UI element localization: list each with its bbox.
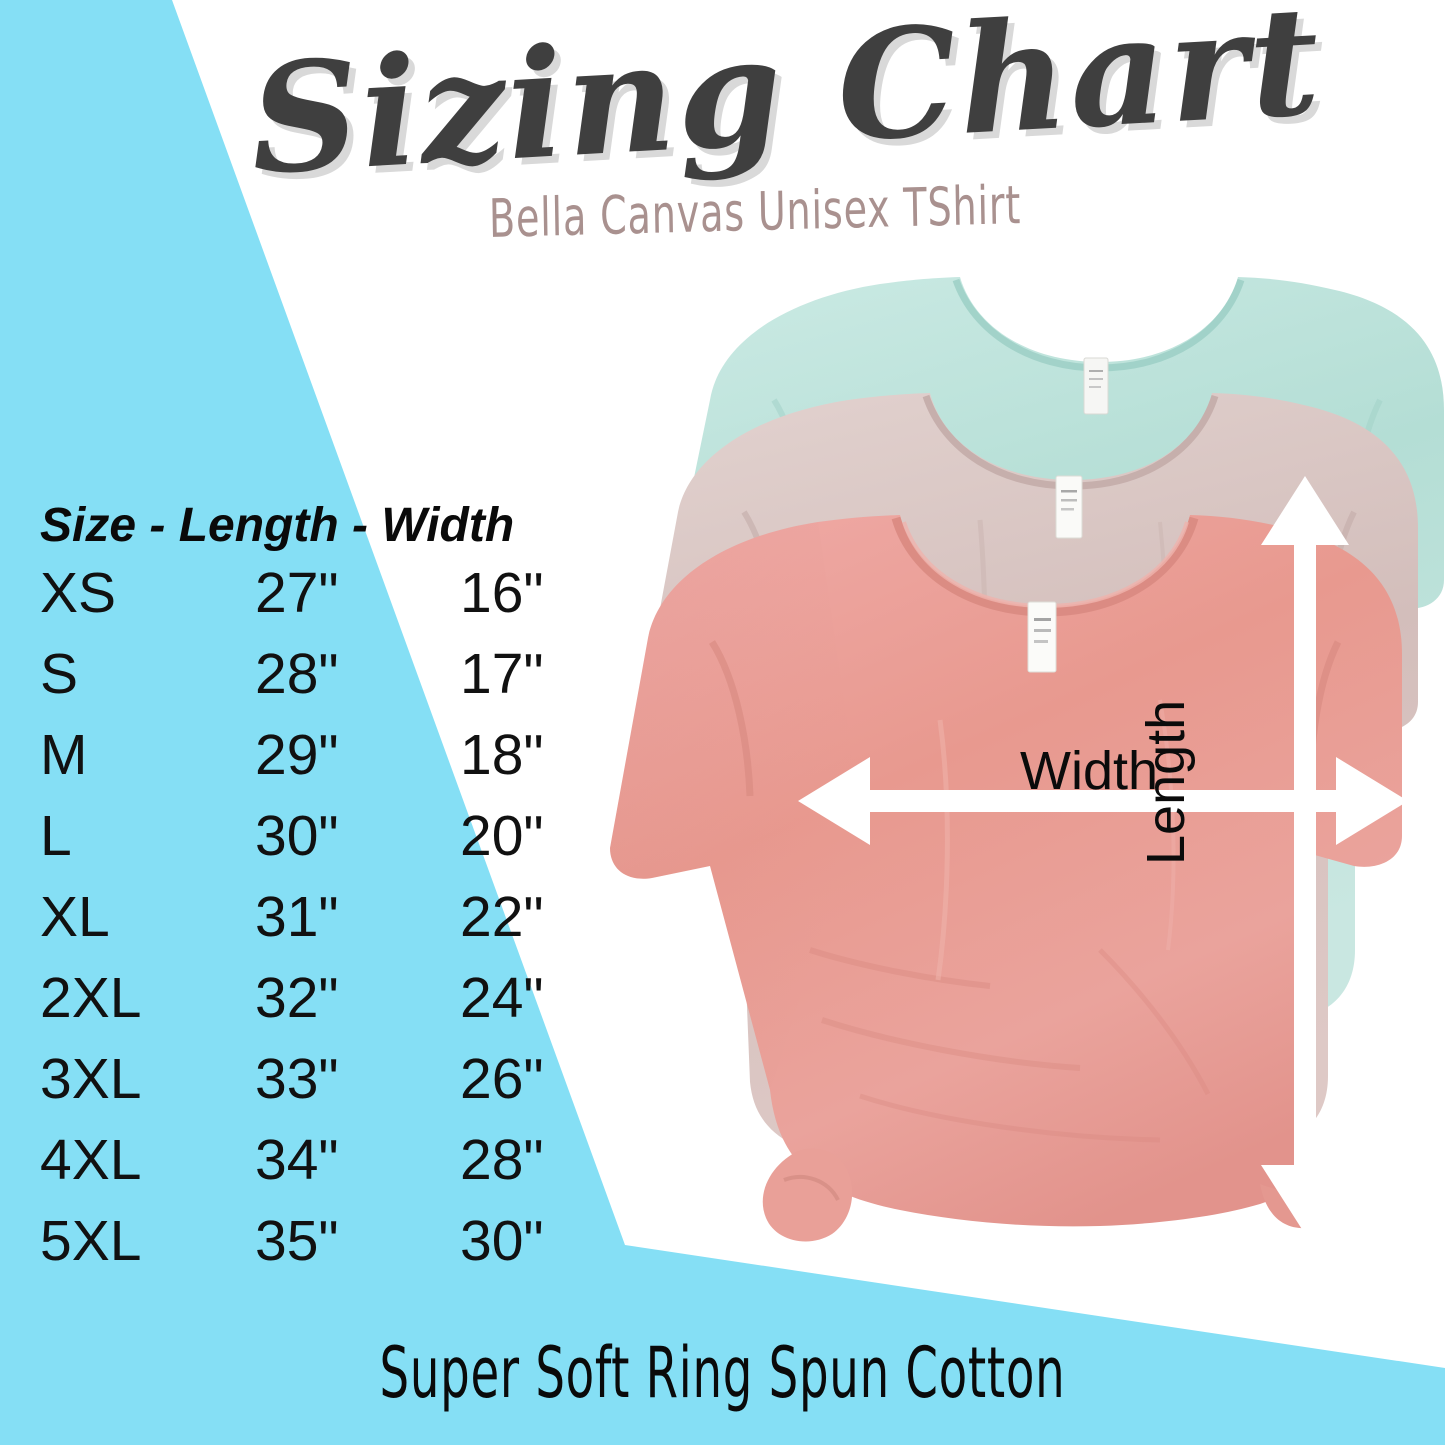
cell-length: 27" bbox=[255, 561, 339, 625]
coral-shirt bbox=[610, 515, 1402, 1242]
cell-length: 31" bbox=[255, 885, 339, 949]
cell-size: 3XL bbox=[40, 1047, 142, 1111]
table-row: 5XL 35" 30" bbox=[40, 1201, 620, 1282]
cell-width: 16" bbox=[460, 561, 544, 625]
size-table: XS 27" 16" S 28" 17" M 29" 18" L 30" bbox=[40, 553, 620, 1282]
cell-length: 32" bbox=[255, 966, 339, 1030]
cell-width: 28" bbox=[460, 1128, 544, 1192]
cell-width: 24" bbox=[460, 966, 544, 1030]
tshirt-photo bbox=[610, 277, 1444, 1242]
title-block: Sizing Chart Bella Canvas Unisex TShirt bbox=[246, 0, 1326, 268]
cell-length: 34" bbox=[255, 1128, 339, 1192]
cell-size: L bbox=[40, 804, 72, 868]
table-row: 3XL 33" 26" bbox=[40, 1039, 620, 1120]
table-row: XS 27" 16" bbox=[40, 553, 620, 634]
table-row: M 29" 18" bbox=[40, 715, 620, 796]
brand-label-coral bbox=[1027, 601, 1057, 673]
page-title: Sizing Chart bbox=[245, 0, 1326, 209]
cell-width: 26" bbox=[460, 1047, 544, 1111]
size-table-header: Size - Length - Width bbox=[40, 499, 515, 552]
width-label: Width bbox=[1020, 741, 1159, 801]
size-table-body: XS 27" 16" S 28" 17" M 29" 18" L 30" bbox=[40, 553, 620, 1282]
cell-size: S bbox=[40, 642, 79, 706]
table-row: 4XL 34" 28" bbox=[40, 1120, 620, 1201]
cell-length: 33" bbox=[255, 1047, 339, 1111]
table-row: XL 31" 22" bbox=[40, 877, 620, 958]
footer-text: Super Soft Ring Spun Cotton bbox=[379, 1332, 1066, 1414]
cell-length: 28" bbox=[255, 642, 339, 706]
cell-width: 20" bbox=[460, 804, 544, 868]
brand-label-rose bbox=[1055, 475, 1083, 539]
cell-length: 35" bbox=[255, 1209, 339, 1273]
cell-size: XL bbox=[40, 885, 110, 949]
table-row: L 30" 20" bbox=[40, 796, 620, 877]
cell-width: 17" bbox=[460, 642, 544, 706]
cell-size: M bbox=[40, 723, 88, 787]
cell-size: XS bbox=[40, 561, 117, 625]
table-row: S 28" 17" bbox=[40, 634, 620, 715]
cell-size: 5XL bbox=[40, 1209, 142, 1273]
cell-length: 30" bbox=[255, 804, 339, 868]
cell-size: 2XL bbox=[40, 966, 142, 1030]
cell-width: 22" bbox=[460, 885, 544, 949]
table-row: 2XL 32" 24" bbox=[40, 958, 620, 1039]
size-table-container: Size - Length - Width XS 27" 16" S 28" 1… bbox=[40, 498, 660, 1282]
cell-width: 30" bbox=[460, 1209, 544, 1273]
cell-size: 4XL bbox=[40, 1128, 142, 1192]
cell-length: 29" bbox=[255, 723, 339, 787]
cell-width: 18" bbox=[460, 723, 544, 787]
length-label: Length bbox=[1136, 699, 1196, 865]
